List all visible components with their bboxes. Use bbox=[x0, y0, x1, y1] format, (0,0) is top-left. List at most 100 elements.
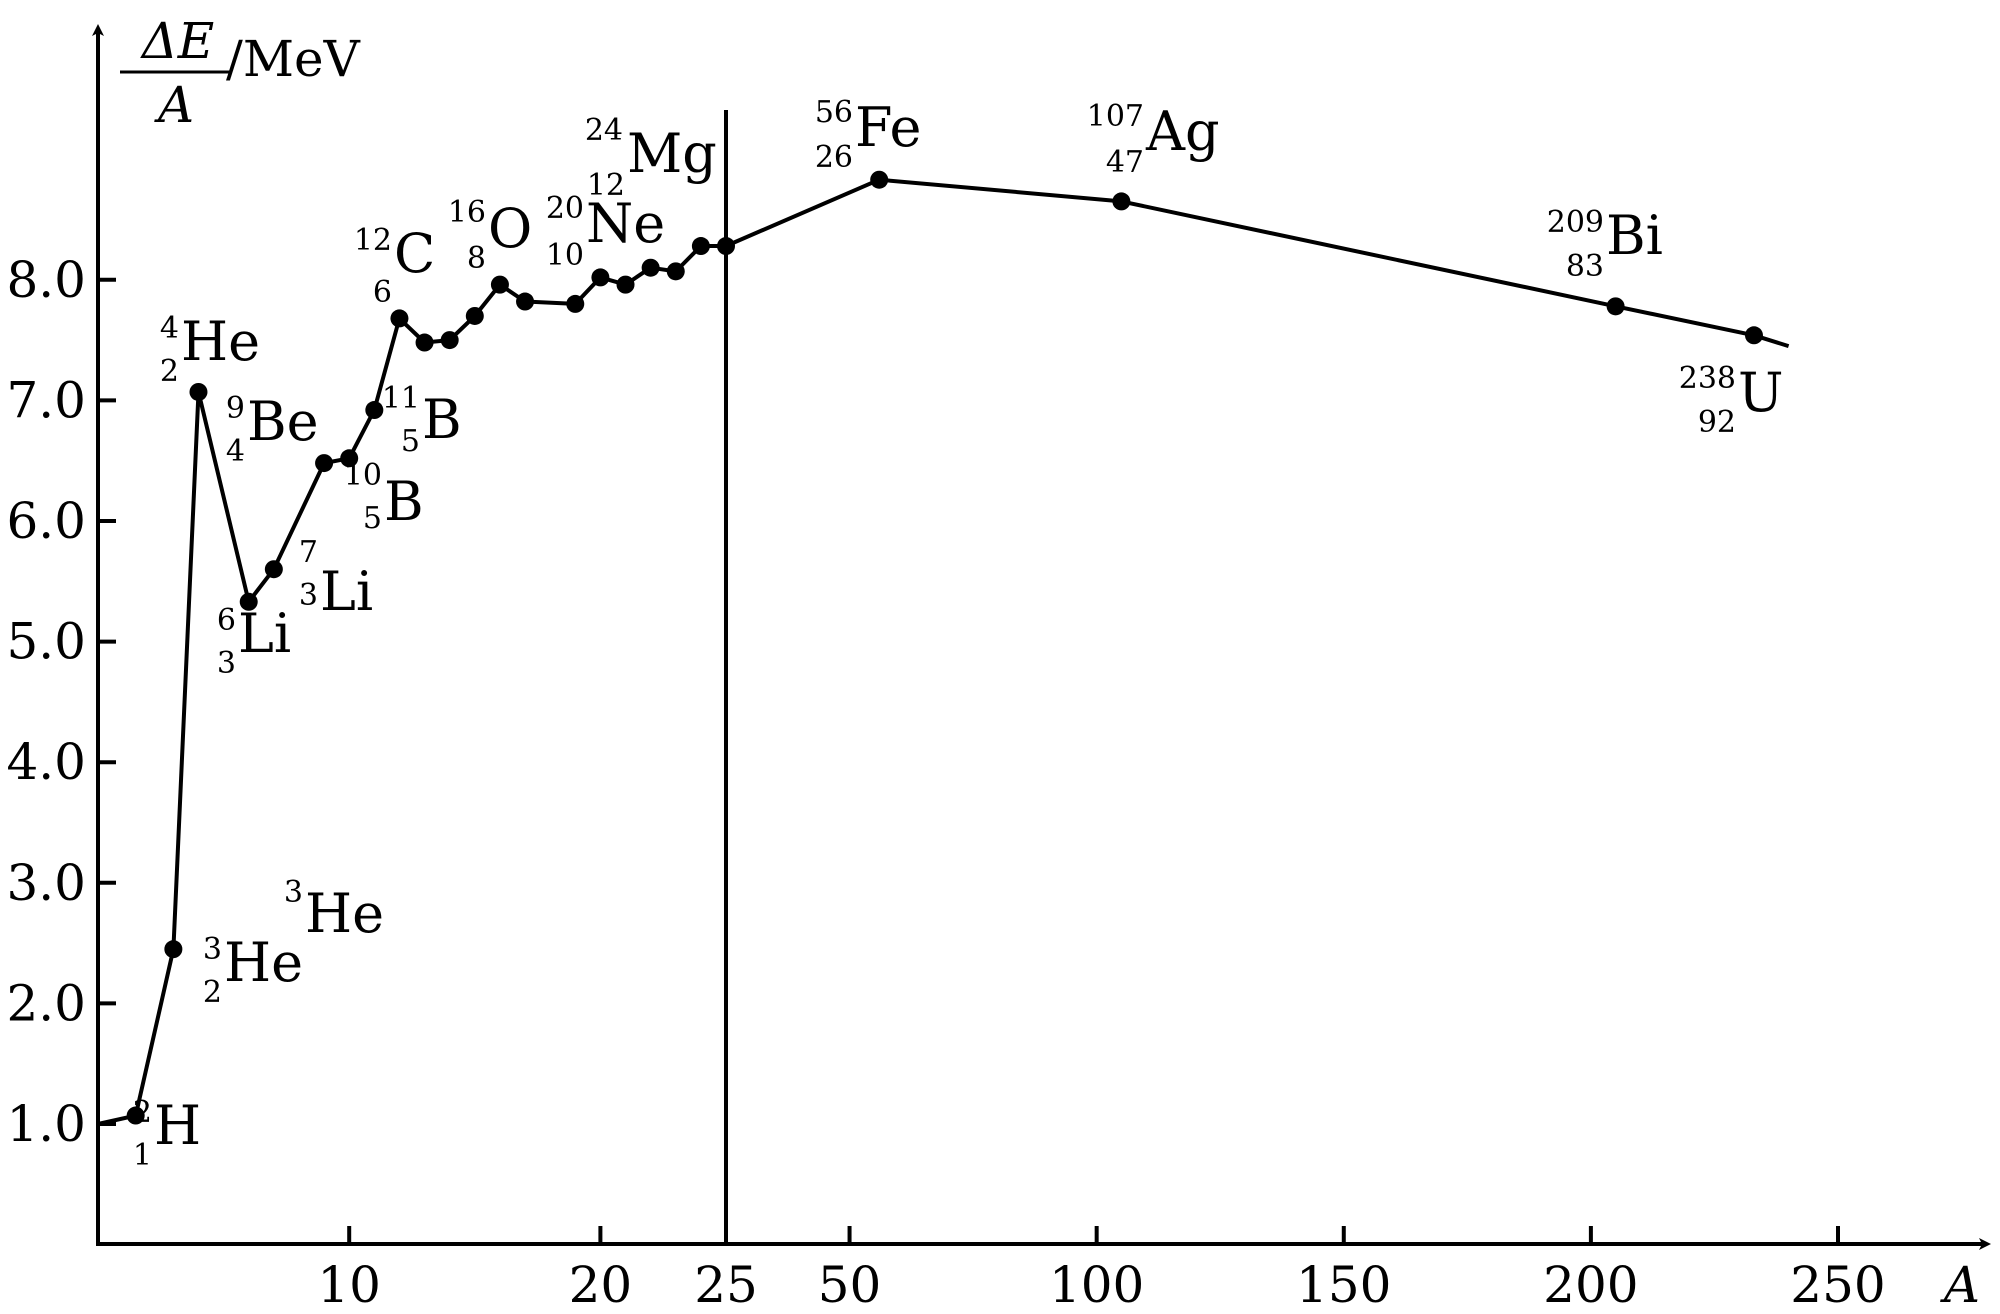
y-tick-label-4: 5.0 bbox=[6, 613, 86, 671]
nuclide-symbol: H bbox=[154, 1094, 201, 1157]
x-tick-label-7: 250 bbox=[1790, 1256, 1885, 1314]
nuclide-symbol: He bbox=[224, 931, 303, 994]
atomic-number: 3 bbox=[299, 578, 318, 613]
data-point-23 bbox=[1606, 297, 1625, 316]
mass-number: 24 bbox=[585, 113, 623, 148]
y-axis-title-denominator: A bbox=[154, 76, 194, 134]
data-point-18 bbox=[666, 262, 685, 281]
data-point-2 bbox=[189, 382, 208, 401]
nuclide-label-fe56: 56 26 Fe bbox=[815, 95, 922, 175]
x-tick-label-4: 100 bbox=[1049, 1256, 1144, 1314]
y-tick-label-6: 7.0 bbox=[6, 371, 86, 429]
y-tick-label-3: 4.0 bbox=[6, 733, 86, 791]
data-point-20 bbox=[717, 237, 735, 256]
nuclide-symbol: O bbox=[488, 197, 532, 260]
nuclide-symbol: Ag bbox=[1145, 100, 1220, 163]
mass-number: 3 bbox=[203, 932, 222, 967]
mass-number: 107 bbox=[1087, 99, 1144, 134]
mass-number: 12 bbox=[354, 223, 392, 258]
atomic-number: 10 bbox=[546, 238, 584, 273]
nuclide-symbol: U bbox=[1738, 361, 1784, 424]
nuclide-label-b11: 11 5 B bbox=[382, 381, 462, 459]
data-point-19 bbox=[691, 237, 710, 256]
atomic-number: 4 bbox=[226, 434, 245, 469]
y-tick-label-0: 1.0 bbox=[6, 1095, 86, 1153]
mass-number: 56 bbox=[815, 95, 853, 130]
nuclide-label-mg24: 24 12 Mg bbox=[585, 113, 717, 203]
mass-number: 11 bbox=[382, 381, 420, 416]
data-point-7 bbox=[365, 401, 384, 420]
nuclide-symbol: C bbox=[394, 222, 435, 285]
nuclide-label-c12: 12 6 C bbox=[354, 222, 436, 310]
atomic-number: 12 bbox=[587, 168, 625, 203]
y-axis-title-numerator: ΔE bbox=[140, 12, 215, 70]
data-point-13 bbox=[516, 292, 535, 311]
nuclide-label-ag107: 107 47 Ag bbox=[1087, 99, 1220, 180]
data-point-1 bbox=[164, 940, 183, 959]
nuclide-label-o16: 16 8 O bbox=[448, 195, 532, 276]
mass-number: 3 bbox=[284, 875, 303, 910]
atomic-number: 5 bbox=[363, 501, 382, 536]
atomic-number: 92 bbox=[1698, 405, 1736, 440]
data-point-0 bbox=[126, 1106, 145, 1125]
nuclide-symbol: B bbox=[384, 470, 424, 533]
data-point-10 bbox=[440, 331, 459, 350]
mass-number: 209 bbox=[1547, 205, 1604, 240]
nuclide-symbol: Fe bbox=[855, 96, 921, 159]
y-ticks: 1.0 2.0 3.0 4.0 5.0 6.0 7.0 8.0 bbox=[6, 251, 116, 1153]
mass-number: 4 bbox=[160, 311, 179, 346]
atomic-number: 2 bbox=[160, 354, 179, 389]
data-point-22 bbox=[1112, 192, 1131, 211]
nuclide-label-he3-extra: 3 He bbox=[284, 875, 384, 945]
nuclide-symbol: Bi bbox=[1606, 204, 1663, 267]
nuclide-labels: 2 1 H 3 2 He 3 He 4 2 He 6 3 Li 7 3 Li bbox=[133, 95, 1784, 1173]
data-points bbox=[126, 170, 1763, 1125]
y-tick-label-7: 8.0 bbox=[6, 251, 86, 309]
atomic-number: 47 bbox=[1106, 145, 1144, 180]
data-point-16 bbox=[616, 275, 635, 294]
data-point-14 bbox=[566, 294, 585, 313]
nuclide-label-li7: 7 3 Li bbox=[299, 535, 373, 623]
series-line bbox=[97, 177, 1790, 1126]
nuclide-symbol: B bbox=[422, 388, 462, 451]
nuclide-symbol: He bbox=[305, 882, 384, 945]
x-ticks: 10 20 25 50 100 150 200 250 bbox=[317, 1226, 1886, 1314]
data-point-17 bbox=[641, 258, 660, 277]
mass-number: 9 bbox=[226, 391, 245, 426]
x-tick-label-0: 10 bbox=[317, 1256, 381, 1314]
data-point-8 bbox=[390, 309, 409, 328]
data-point-24 bbox=[1744, 326, 1763, 345]
x-tick-label-2: 25 bbox=[694, 1256, 758, 1314]
data-point-11 bbox=[465, 306, 484, 325]
x-axis-title: A bbox=[1940, 1256, 1980, 1314]
x-tick-label-5: 150 bbox=[1296, 1256, 1391, 1314]
nuclide-label-li6: 6 3 Li bbox=[217, 602, 291, 681]
nuclide-label-bi209: 209 83 Bi bbox=[1547, 204, 1663, 284]
nuclide-symbol: Ne bbox=[586, 192, 665, 255]
mass-number: 7 bbox=[299, 535, 318, 570]
nuclide-label-he4: 4 2 He bbox=[160, 310, 260, 389]
y-axis-title-unit: /MeV bbox=[226, 30, 361, 88]
x-tick-label-3: 50 bbox=[818, 1256, 882, 1314]
data-point-15 bbox=[591, 268, 610, 287]
atomic-number: 3 bbox=[217, 646, 236, 681]
nuclide-label-he3-point: 3 2 He bbox=[203, 931, 303, 1010]
atomic-number: 1 bbox=[133, 1138, 152, 1173]
mass-number: 16 bbox=[448, 195, 486, 230]
mass-number: 6 bbox=[217, 603, 236, 638]
data-point-9 bbox=[415, 333, 434, 352]
atomic-number: 6 bbox=[373, 275, 392, 310]
mass-number: 238 bbox=[1679, 361, 1736, 396]
nuclide-label-be9: 9 4 Be bbox=[226, 390, 319, 469]
data-point-5 bbox=[315, 454, 334, 473]
nuclide-label-h2: 2 1 H bbox=[133, 1094, 201, 1173]
y-tick-label-5: 6.0 bbox=[6, 492, 86, 550]
y-axis-title: ΔE A /MeV bbox=[120, 12, 361, 134]
nuclide-symbol: Be bbox=[247, 390, 319, 453]
atomic-number: 83 bbox=[1566, 249, 1604, 284]
y-tick-label-2: 3.0 bbox=[6, 854, 86, 912]
data-point-4 bbox=[264, 560, 283, 579]
atomic-number: 26 bbox=[815, 140, 853, 175]
mass-number: 20 bbox=[546, 191, 584, 226]
mass-number: 10 bbox=[344, 458, 382, 493]
